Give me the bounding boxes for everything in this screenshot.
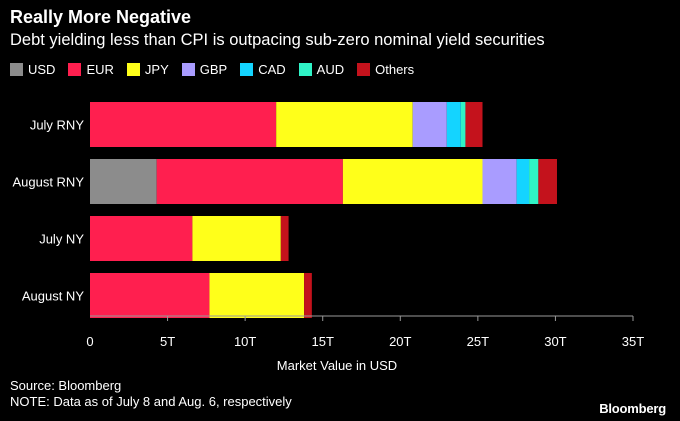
legend-label-cad: CAD bbox=[258, 62, 286, 77]
bar-segment-eur bbox=[90, 216, 193, 261]
bar-segment-jpy bbox=[276, 102, 413, 147]
legend-swatch-jpy bbox=[126, 63, 140, 76]
bar-segment-eur bbox=[90, 102, 277, 147]
legend-item-aud: AUD bbox=[298, 62, 345, 77]
legend-item-jpy: JPY bbox=[126, 62, 169, 77]
bar-segment-gbp bbox=[412, 102, 447, 147]
category-label: August RNY bbox=[12, 175, 84, 190]
bar-segment-eur bbox=[90, 273, 210, 318]
x-tick-label: 20T bbox=[389, 334, 411, 349]
bar-segment-eur bbox=[156, 159, 343, 204]
bar-segment-gbp bbox=[482, 159, 517, 204]
x-tick-label: 5T bbox=[160, 334, 175, 349]
bar-segment-cad bbox=[446, 102, 461, 147]
x-tick-label: 30T bbox=[544, 334, 566, 349]
legend-swatch-gbp bbox=[181, 63, 195, 76]
legend-swatch-eur bbox=[68, 63, 82, 76]
legend-swatch-aud bbox=[298, 63, 312, 76]
x-tick-label: 15T bbox=[312, 334, 334, 349]
legend-item-gbp: GBP bbox=[181, 62, 228, 77]
bar-segment-jpy bbox=[192, 216, 281, 261]
legend-label-jpy: JPY bbox=[144, 62, 169, 77]
legend-label-others: Others bbox=[375, 62, 415, 77]
x-axis-title: Market Value in USD bbox=[277, 358, 397, 373]
legend-item-eur: EUR bbox=[68, 62, 114, 77]
x-tick-label: 25T bbox=[467, 334, 489, 349]
bar-segment-aud bbox=[529, 159, 539, 204]
legend-swatch-usd bbox=[10, 63, 23, 76]
bar-segment-others bbox=[538, 159, 557, 204]
bloomberg-logo: Bloomberg bbox=[599, 401, 666, 416]
bar-segment-cad bbox=[516, 159, 530, 204]
bar-segment-others bbox=[280, 216, 289, 261]
legend-swatch-others bbox=[357, 63, 371, 76]
legend: USD EUR JPY GBP CAD AUD Others bbox=[10, 62, 427, 77]
bar-segment-jpy bbox=[209, 273, 305, 318]
category-label: August NY bbox=[22, 289, 84, 304]
legend-label-aud: AUD bbox=[316, 62, 345, 77]
bar-segment-usd bbox=[90, 159, 157, 204]
legend-swatch-cad bbox=[240, 63, 254, 76]
legend-label-eur: EUR bbox=[86, 62, 114, 77]
legend-item-cad: CAD bbox=[240, 62, 286, 77]
legend-label-gbp: GBP bbox=[199, 62, 228, 77]
bar-segment-others bbox=[304, 273, 312, 318]
bar-segment-others bbox=[465, 102, 483, 147]
chart-subtitle: Debt yielding less than CPI is outpacing… bbox=[10, 31, 545, 49]
x-tick-label: 35T bbox=[622, 334, 644, 349]
bar-segment-aud bbox=[460, 102, 466, 147]
x-tick-label: 0 bbox=[86, 334, 93, 349]
data-note: NOTE: Data as of July 8 and Aug. 6, resp… bbox=[10, 394, 292, 409]
x-tick-label: 10T bbox=[234, 334, 256, 349]
bar-segment-jpy bbox=[342, 159, 483, 204]
legend-item-usd: USD bbox=[10, 62, 55, 77]
source-note: Source: Bloomberg bbox=[10, 378, 122, 393]
chart-title: Really More Negative bbox=[10, 7, 192, 27]
category-label: July RNY bbox=[30, 118, 85, 133]
category-label: July NY bbox=[39, 232, 84, 247]
legend-item-others: Others bbox=[357, 62, 414, 77]
legend-label-usd: USD bbox=[28, 62, 56, 77]
